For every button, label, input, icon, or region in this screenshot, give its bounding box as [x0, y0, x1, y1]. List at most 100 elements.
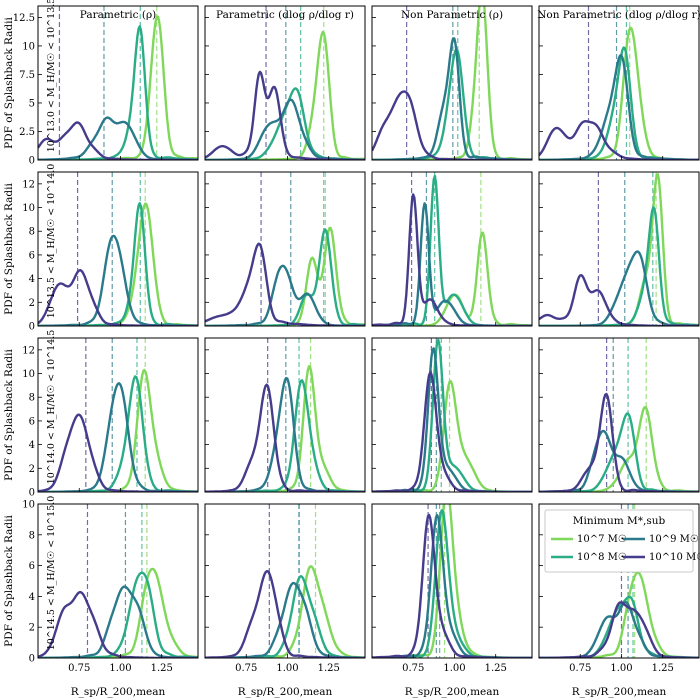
- y-tick-label: 4: [29, 440, 35, 451]
- x-axis-label: R_sp/R_200,mean: [238, 686, 333, 698]
- x-tick-label: 0.75: [68, 663, 90, 674]
- panel-r2-c2: [204, 171, 366, 327]
- panel-r2-c4: [538, 171, 700, 327]
- pdf-curve-1: [38, 202, 198, 326]
- legend: Minimum M*,sub 10^7 M☉ 10^8 M☉ 10^9 M☉ 10^10…: [544, 509, 700, 573]
- row-ylabel: PDF of Splashback Radii: [3, 348, 15, 480]
- panel-plot-area: [372, 504, 532, 658]
- x-tick-label: 0.75: [402, 663, 424, 674]
- y-tick-label: 8: [29, 227, 35, 238]
- x-tick-label: 1.00: [276, 663, 298, 674]
- panel-r1-c1: 0 2.5 5 7.5 10 12.5 Parametric (ρ): [13, 5, 199, 167]
- x-axis-label: R_sp/R_200,mean: [71, 686, 166, 698]
- panel-frame: [538, 503, 700, 659]
- pdf-curve-2: [539, 206, 699, 326]
- y-tick-label: 2.5: [19, 127, 35, 138]
- y-tick-label: 10: [22, 500, 35, 511]
- halo-mass-label: 10^14.5 < M_H/M☉ < 10^15.0: [46, 496, 57, 651]
- pdf-curve-3: [539, 601, 699, 658]
- x-axis-label: R_sp/R_200,mean: [572, 686, 667, 698]
- pdf-curve-4: [38, 269, 198, 326]
- pdf-curve-2: [539, 46, 699, 160]
- halo-mass-label: 10^13.0 < M_H/M☉ < 10^13.5: [46, 0, 57, 152]
- pdf-curve-2: [539, 595, 699, 658]
- y-axis-labels: PDF of Splashback Radii 10^13.0 < M_H/M☉ …: [3, 0, 57, 650]
- panel-r3-c3: [371, 337, 533, 493]
- pdf-curve-4: [38, 413, 198, 492]
- panel-frame: [37, 171, 199, 327]
- panel-r3-c2: [204, 337, 366, 493]
- panel-frame: [37, 503, 199, 659]
- y-tick-label: 10: [22, 369, 35, 380]
- panel-r1-c2: Parametric (dlog ρ/dlog r): [204, 5, 366, 161]
- x-tick-label: 1.25: [318, 663, 340, 674]
- pdf-curve-4: [205, 70, 365, 160]
- panel-plot-area: [372, 172, 532, 326]
- y-tick-label: 4: [29, 592, 35, 603]
- pdf-curve-4: [539, 392, 699, 492]
- y-tick-label: 10: [22, 203, 35, 214]
- pdf-curve-2: [205, 379, 365, 492]
- pdf-curve-2: [372, 174, 532, 326]
- x-tick-label: 0.75: [235, 663, 257, 674]
- y-tick-label: 10: [22, 41, 35, 52]
- pdf-curve-3: [205, 98, 365, 160]
- panel-frame: [204, 337, 366, 493]
- pdf-curve-1: [372, 6, 532, 160]
- pdf-curve-4: [372, 90, 532, 160]
- pdf-curve-3: [205, 264, 365, 326]
- panel-plot-area: [539, 6, 699, 160]
- pdf-curve-3: [205, 581, 365, 658]
- panel-frame: [204, 171, 366, 327]
- pdf-curve-3: [38, 234, 198, 326]
- pdf-curve-4: [38, 121, 198, 160]
- y-tick-label: 4: [29, 274, 35, 285]
- pdf-curve-1: [539, 173, 699, 326]
- legend-box: [544, 509, 694, 573]
- y-tick-label: 0: [29, 488, 35, 499]
- pdf-curve-1: [205, 226, 365, 326]
- y-tick-label: 8: [29, 530, 35, 541]
- pdf-curve-3: [372, 202, 532, 326]
- pdf-curve-1: [372, 380, 532, 492]
- pdf-curve-2: [372, 338, 532, 492]
- row-ylabel: PDF of Splashback Radii: [3, 16, 15, 148]
- panel-frame: [538, 337, 700, 493]
- panel-frame: [204, 503, 366, 659]
- column-title: Non Parametric (ρ): [401, 9, 503, 21]
- panel-plot-area: [372, 338, 532, 492]
- panel-frame: [371, 337, 533, 493]
- pdf-curve-2: [38, 25, 198, 160]
- panel-plot-area: [205, 172, 365, 326]
- column-title: Parametric (dlog ρ/dlog r): [216, 9, 354, 21]
- panel-r1-c4: Non Parametric (dlog ρ/dlog r): [537, 5, 700, 161]
- legend-label-2: 10^8 M☉: [577, 552, 627, 563]
- panel-r2-c1: 0 2 4 6 8 10 12: [22, 171, 199, 333]
- pdf-curve-1: [205, 30, 365, 160]
- panel-r3-c1: 0 2 4 6 8 10 12: [22, 337, 199, 499]
- y-tick-label: 0: [29, 654, 35, 665]
- y-tick-label: 5: [29, 98, 35, 109]
- pdf-curve-2: [372, 48, 532, 160]
- pdf-curve-4: [205, 383, 365, 492]
- panel-r1-c3: Non Parametric (ρ): [371, 5, 533, 161]
- pdf-curve-2: [38, 571, 198, 658]
- row-ylabel: PDF of Splashback Radii: [3, 182, 15, 314]
- legend-label-4: 10^10 M☉: [649, 552, 700, 563]
- pdf-curve-2: [38, 202, 198, 326]
- pdf-curve-4: [372, 193, 532, 326]
- panel-frame: [371, 503, 533, 659]
- panel-grid: 0 2.5 5 7.5 10 12.5 Parametric (ρ) Parametric (…: [13, 5, 700, 674]
- y-tick-label: 2: [29, 464, 35, 475]
- x-tick-label: 1.00: [610, 663, 632, 674]
- x-tick-label: 0.75: [569, 663, 591, 674]
- panel-frame: [37, 5, 199, 161]
- x-tick-label: 1.00: [109, 663, 131, 674]
- pdf-curve-1: [205, 365, 365, 492]
- y-tick-label: 6: [29, 561, 35, 572]
- y-tick-label: 6: [29, 416, 35, 427]
- panel-r2-c3: [371, 171, 533, 327]
- panel-frame: [538, 171, 700, 327]
- x-tick-label: 1.00: [443, 663, 465, 674]
